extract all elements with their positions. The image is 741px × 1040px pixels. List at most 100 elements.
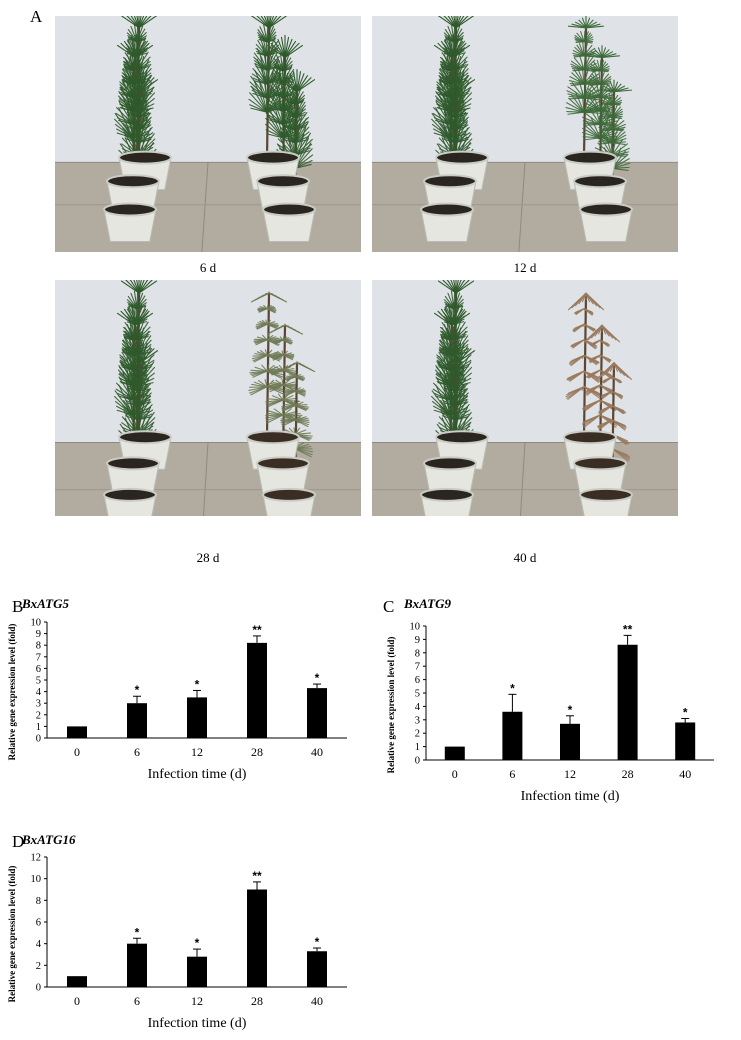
photo-day-12 [372,16,678,252]
bar [617,644,638,760]
x-axis-label: Infection time (d) [148,767,247,782]
y-tick-label: 2 [415,729,420,740]
significance-mark: * [195,677,200,691]
y-tick-label: 1 [36,722,41,733]
y-tick-label: 9 [415,635,420,646]
y-tick-label: 5 [36,676,41,687]
y-tick-label: 10 [31,618,42,629]
plants [103,280,316,516]
x-tick-label: 28 [251,745,263,759]
chart-bxatg16: BxATG16 0 2 4 6 8 10 12 0 * 6 * 12 ** 28 * 40 Infection t… [7,832,347,1031]
y-axis-label: Relative gene expression level (fold) [386,637,396,774]
y-tick-label: 0 [36,983,41,994]
photo-caption-28d: 28 d [196,550,220,565]
plants [420,16,633,243]
bar [560,723,580,760]
y-tick-label: 10 [31,874,42,885]
plants [103,16,316,243]
y-axis-label: Relative gene expression level (fold) [7,866,17,1003]
significance-mark: * [315,935,320,949]
plants [420,280,633,516]
chart-title: BxATG9 [403,596,451,611]
y-tick-label: 4 [415,702,421,713]
significance-mark: * [510,681,515,695]
y-tick-label: 6 [36,918,41,929]
panel-a-label: A [30,7,43,26]
floor [55,162,361,252]
photo-caption-6d: 6 d [199,260,217,275]
photo-day-28 [55,280,361,516]
bar [67,976,87,987]
bar [187,697,207,738]
bar [187,956,207,987]
floor [55,442,361,516]
floor [372,442,678,516]
chart-bxatg5: BxATG50123456789100*6*12**28*40Infection… [7,596,347,782]
y-tick-label: 6 [415,675,420,686]
y-tick-label: 3 [36,699,41,710]
y-tick-label: 2 [36,710,41,721]
x-tick-label: 12 [191,745,203,759]
y-tick-label: 12 [31,853,42,864]
y-tick-label: 5 [415,689,420,700]
x-tick-label: 0 [452,767,458,781]
bar [675,722,696,760]
y-tick-label: 7 [36,652,41,663]
bar [444,746,465,760]
significance-mark: * [568,703,573,717]
x-tick-label: 28 [251,994,263,1008]
panel-b-label: B [12,597,24,616]
backdrop-wall [55,280,361,443]
y-tick-label: 8 [36,896,41,907]
chart-title: BxATG5 [21,596,69,611]
x-axis-label: Infection time (d) [521,789,620,804]
y-tick-label: 8 [415,648,420,659]
bar [127,703,147,738]
x-tick-label: 40 [311,745,323,759]
x-tick-label: 28 [622,767,634,781]
y-tick-label: 9 [36,629,41,640]
significance-mark: * [315,671,320,685]
y-tick-label: 1 [415,742,420,753]
significance-mark: ** [252,869,262,883]
panel-c-label: C [383,597,395,616]
x-tick-label: 6 [134,745,140,759]
x-tick-label: 6 [509,767,515,781]
backdrop-wall [55,16,361,163]
y-tick-label: 4 [36,939,42,950]
x-axis-label: Infection time (d) [148,1016,247,1031]
photo-caption-40d: 40 d [513,550,537,565]
significance-mark: ** [252,623,262,637]
y-tick-label: 6 [36,664,41,675]
y-tick-label: 3 [415,715,420,726]
x-tick-label: 0 [74,745,80,759]
x-tick-label: 12 [564,767,576,781]
y-tick-label: 10 [410,622,421,633]
x-tick-label: 40 [679,767,691,781]
y-tick-label: 2 [36,961,41,972]
bar [247,889,267,987]
x-tick-label: 12 [191,994,203,1008]
chart-bxatg9: BxATG90123456789100*6*12**28*40Infection… [386,596,714,804]
significance-mark: * [135,683,140,697]
y-tick-label: 8 [36,641,41,652]
y-tick-label: 0 [415,756,420,767]
floor [372,162,678,252]
x-tick-label: 0 [74,994,80,1008]
x-tick-label: 40 [311,994,323,1008]
y-axis-label: Relative gene expression level (fold) [7,624,17,761]
photo-caption-12d: 12 d [513,260,537,275]
significance-mark: ** [623,622,633,636]
bar [67,726,87,738]
backdrop-wall [372,280,678,443]
bar [127,943,147,987]
panel-d-label: D [12,832,25,851]
bar [307,951,327,987]
y-tick-label: 0 [36,734,41,745]
significance-mark: * [195,936,200,950]
x-tick-label: 6 [134,994,140,1008]
y-tick-label: 4 [36,687,42,698]
bar [307,688,327,738]
y-tick-label: 7 [415,662,420,673]
bar [247,642,267,738]
